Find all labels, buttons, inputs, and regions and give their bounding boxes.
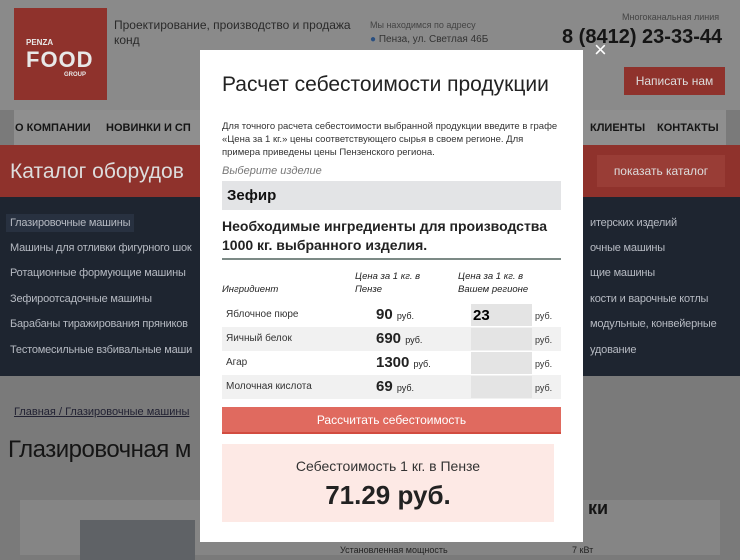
product-image bbox=[80, 520, 195, 560]
table-row: Молочная кислота 69 руб. руб. bbox=[222, 375, 561, 399]
phone-label: Многоканальная линия bbox=[622, 12, 720, 22]
result-label: Себестоимость 1 кг. в Пензе bbox=[295, 458, 481, 474]
catalog-item[interactable]: щие машины bbox=[590, 267, 655, 279]
nav-clients[interactable]: КЛИЕНТЫ bbox=[590, 122, 646, 134]
result-value: 71.29 руб. bbox=[325, 480, 451, 510]
catalog-item[interactable]: Ротационные формующие машины bbox=[10, 267, 186, 279]
breadcrumb-home[interactable]: Главная bbox=[14, 406, 56, 418]
cost-calculator-modal: Расчет себестоимости продукции Для точно… bbox=[200, 50, 583, 542]
ingredients-heading: Необходимые ингредиенты для производства… bbox=[222, 218, 548, 253]
modal-title: Расчет себестоимости продукции bbox=[222, 73, 549, 96]
regional-price-input[interactable] bbox=[471, 304, 532, 326]
address: ● Пенза, ул. Светлая 46Б bbox=[370, 34, 489, 45]
col-ingredient: Ингридиент bbox=[222, 284, 279, 295]
table-row: Яичный белок 690 руб. руб. bbox=[222, 327, 561, 351]
catalog-item[interactable]: модульные, конвейерные bbox=[590, 318, 717, 330]
specs-heading: ки bbox=[588, 498, 609, 518]
table-row: Яблочное пюре 90 руб. руб. bbox=[222, 303, 561, 327]
spec-value: 7 кВт bbox=[572, 545, 594, 555]
regional-price-input[interactable] bbox=[471, 328, 532, 350]
nav-contacts[interactable]: КОНТАКТЫ bbox=[657, 122, 719, 134]
regional-price-input[interactable] bbox=[471, 352, 532, 374]
address-label: Мы находимся по адресу bbox=[370, 20, 476, 30]
catalog-item[interactable]: Машины для отливки фигурного шок bbox=[10, 242, 192, 254]
nav-about[interactable]: О КОМПАНИИ bbox=[15, 122, 91, 134]
location-pin-icon: ● bbox=[370, 34, 377, 45]
catalog-item[interactable]: итерских изделий bbox=[590, 217, 677, 229]
catalog-item[interactable]: очные машины bbox=[590, 242, 665, 254]
calculate-button[interactable]: Рассчитать себестоимость bbox=[222, 407, 561, 434]
table-row: Агар 1300 руб. руб. bbox=[222, 351, 561, 375]
catalog-item[interactable]: кости и варочные котлы bbox=[590, 293, 709, 305]
result-box: Себестоимость 1 кг. в Пензе 71.29 руб. bbox=[222, 444, 554, 522]
breadcrumb-current[interactable]: Глазировочные машины bbox=[65, 406, 190, 418]
logo[interactable]: PENZA FOOD GROUP bbox=[14, 8, 107, 100]
divider bbox=[222, 258, 561, 260]
catalog-item[interactable]: Барабаны тиражирования пряников bbox=[10, 318, 188, 330]
phone[interactable]: 8 (8412) 23-33-44 bbox=[562, 26, 723, 48]
site-header: PENZA FOOD GROUP Проектирование, произво… bbox=[0, 0, 740, 110]
product-select-label: Выберите изделие bbox=[222, 165, 322, 177]
regional-price-input[interactable] bbox=[471, 376, 532, 398]
breadcrumb: Главная / Глазировочные машины bbox=[14, 406, 190, 418]
spec-label: Установленная мощность bbox=[340, 545, 448, 555]
show-catalog-button[interactable]: показать каталог bbox=[597, 155, 725, 187]
col-price-region: Цена за 1 кг. в Вашем регионе bbox=[458, 271, 529, 295]
close-icon[interactable]: × bbox=[594, 37, 607, 62]
col-price-penza: Цена за 1 кг. в Пензе bbox=[355, 271, 421, 295]
nav-news[interactable]: НОВИНКИ И СП bbox=[106, 122, 191, 134]
catalog-item[interactable]: Тестомесильные взбивальные маши bbox=[10, 344, 193, 356]
modal-intro: Для точного расчета себестоимости выбран… bbox=[222, 121, 558, 158]
write-us-button[interactable]: Написать нам bbox=[624, 67, 725, 95]
catalog-item[interactable]: Глазировочные машины bbox=[6, 214, 135, 232]
tagline: Проектирование, производство и продажа к… bbox=[114, 18, 351, 47]
catalog-item[interactable]: Зефироотсадочные машины bbox=[10, 293, 152, 305]
page-title: Глазировочная м bbox=[8, 436, 191, 463]
catalog-title: Каталог оборудов bbox=[10, 160, 184, 183]
catalog-item[interactable]: удование bbox=[590, 344, 637, 356]
product-select[interactable]: Зефир bbox=[222, 181, 561, 210]
